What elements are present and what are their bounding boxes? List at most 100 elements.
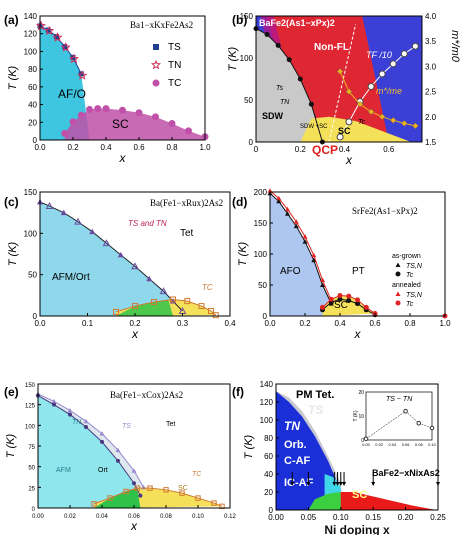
inset-x-tick: 0.00	[362, 442, 371, 447]
tn-point	[275, 42, 281, 48]
tc-point	[152, 113, 159, 121]
tn-point	[100, 439, 104, 444]
y-tick-label: 150	[254, 219, 268, 228]
legend-entry: Tc	[406, 301, 414, 308]
x-tick-label: 0.06	[128, 514, 140, 520]
tc-point	[69, 118, 77, 126]
y-tick-label: 100	[25, 424, 36, 430]
legend-entry: TS,N	[406, 263, 423, 270]
tn-point	[159, 287, 168, 295]
curve-label: TN	[72, 419, 82, 426]
x-tick-label: 0.02	[64, 514, 76, 520]
inset-point	[363, 436, 369, 442]
x-axis-label: x	[131, 327, 139, 341]
panel-label: (c)	[4, 195, 19, 209]
x-tick-label: 0.4	[339, 145, 351, 154]
x-tick-label: 0.4	[334, 319, 346, 328]
afm-region	[40, 200, 183, 316]
tsn2-point	[293, 219, 299, 224]
arrow-head	[342, 482, 347, 486]
tf-point	[345, 118, 353, 126]
tc2-point	[355, 297, 360, 303]
x-axis-label: x	[119, 151, 127, 165]
x-tick-label: 1.0	[439, 319, 451, 328]
inset-x-tick: 0.10	[428, 442, 437, 447]
ts-line	[37, 393, 145, 488]
tc-point	[77, 111, 85, 119]
x-tick-label: 0.08	[160, 514, 172, 520]
tc2-point	[346, 293, 352, 299]
inset-title: TS − TN	[386, 396, 413, 403]
x-tick-label: 0	[254, 145, 259, 154]
x-axis-label: x	[354, 327, 362, 341]
m-point	[367, 108, 375, 116]
legend-entry: TS,N	[406, 292, 423, 299]
x-tick-label: 0.2	[299, 319, 311, 328]
panel-a: AF/O SC Ba1−xKxFe2As2 TS TN TC 0.0 0.2 0.4 0.6 0.8…	[4, 12, 211, 165]
curve-label: TS and TN	[128, 219, 167, 228]
y-tick-label: 150	[240, 12, 254, 21]
m-point	[356, 100, 364, 108]
y-tick-label: 80	[264, 434, 273, 443]
tsn-point	[293, 223, 299, 229]
tc-point	[168, 119, 176, 127]
region-label: TS	[308, 403, 323, 417]
tsn-point	[311, 257, 317, 263]
y-tick-label: 0	[249, 138, 254, 147]
tn-point	[138, 493, 143, 498]
curve-label: Ts	[276, 85, 284, 92]
panel-title: Ba(Fe1−xCox)2As2	[110, 390, 183, 400]
sc-region	[64, 108, 205, 140]
tn-point	[60, 42, 71, 52]
region-label: Orb.	[284, 439, 307, 451]
panel-label: (e)	[4, 385, 19, 399]
tc-point	[119, 106, 126, 114]
inset-point	[416, 420, 422, 426]
panel-title: BaFe2−xNixAs2	[372, 468, 440, 478]
y-axis-label: T (K)	[7, 65, 19, 90]
tsn-point	[302, 239, 308, 244]
x-tick-label: 0.25	[430, 513, 446, 522]
x-tick-label: 0.1	[82, 319, 94, 328]
tn-point	[102, 239, 111, 247]
legend-marker	[395, 271, 401, 277]
legend-marker	[395, 291, 401, 296]
tc-point	[211, 500, 217, 506]
tc2-point	[328, 296, 334, 302]
panel-b: 0 0.2 0.4 0.6 0 50 100 150 1.5 2.0 2.5 3.0 3.5 4.0 x T …	[227, 12, 461, 167]
tc-point	[134, 485, 140, 491]
tc-point	[135, 109, 143, 117]
region-label: AFO	[280, 266, 301, 277]
tsn-point	[276, 198, 282, 204]
x-tick-label: 0.05	[301, 513, 317, 522]
inset-y-tick: 0	[361, 438, 364, 444]
y-tick-label: 140	[24, 12, 38, 21]
m-point	[336, 68, 344, 75]
y-tick-label: 40	[28, 101, 37, 110]
m-point	[345, 88, 353, 95]
tn-point	[60, 209, 67, 216]
tc2-point	[320, 304, 325, 310]
y-tick-label: 150	[24, 188, 38, 197]
region-label: AF/O	[58, 87, 86, 101]
x-axis-label: Ni doping x	[324, 523, 390, 535]
ts-point	[115, 447, 121, 453]
tc-point	[337, 296, 343, 302]
y-tick-label: 50	[244, 96, 253, 105]
inset-y-label: T (K)	[353, 410, 359, 421]
x-tick-label: 0.00	[268, 513, 284, 522]
tsn-point	[285, 211, 290, 216]
x-tick-label: 0.04	[96, 514, 108, 520]
panel-title: BaFe2(As1−xPx)2	[259, 18, 335, 28]
sc-region	[340, 492, 438, 510]
arrow-head	[332, 482, 337, 486]
ts-point	[51, 398, 57, 404]
afm-region	[38, 395, 141, 508]
tf-point	[336, 133, 344, 141]
tf-point	[400, 50, 408, 58]
y-tick-label: 100	[24, 229, 38, 238]
tc-point	[61, 129, 69, 137]
tn-point	[84, 424, 88, 429]
y-tick-label: 25	[28, 486, 35, 492]
